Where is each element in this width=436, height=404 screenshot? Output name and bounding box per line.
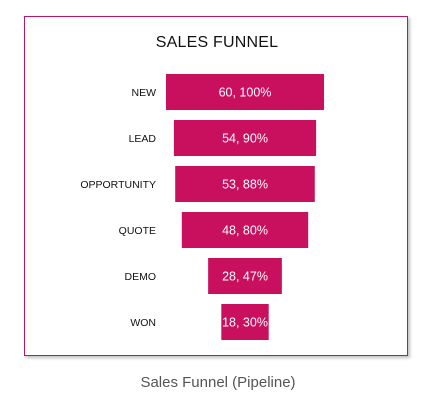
category-label-new: NEW [132, 87, 157, 99]
funnel-chart: 60, 100% NEW 54, 90% LEAD 53, 88% OPPORTUNITY… [80, 74, 324, 340]
chart-title: SALES FUNNEL [155, 34, 279, 51]
data-label-lead: 54, 90% [222, 132, 268, 146]
funnel-bar-won [221, 304, 269, 340]
funnel-bar-new [166, 74, 324, 110]
category-label-won: WON [130, 317, 156, 329]
funnel-bar-demo [208, 258, 282, 294]
data-label-new: 60, 100% [219, 86, 272, 100]
category-label-demo: DEMO [125, 271, 157, 283]
data-label-demo: 28, 47% [222, 270, 268, 284]
figure-caption: Sales Funnel (Pipeline) [140, 374, 296, 391]
category-label-quote: QUOTE [119, 225, 156, 237]
category-label-lead: LEAD [129, 133, 157, 145]
data-label-opportunity: 53, 88% [222, 178, 268, 192]
funnel-bar-quote [181, 212, 309, 248]
data-label-won: 18, 30% [222, 316, 268, 330]
chart-frame: SALES FUNNEL 60, 100% NEW 54, 90% LEAD 53, 8… [24, 16, 408, 356]
data-label-quote: 48, 80% [222, 224, 268, 238]
funnel-bar-opportunity [175, 166, 315, 202]
category-label-opportunity: OPPORTUNITY [80, 179, 156, 191]
funnel-bar-lead [173, 120, 317, 156]
